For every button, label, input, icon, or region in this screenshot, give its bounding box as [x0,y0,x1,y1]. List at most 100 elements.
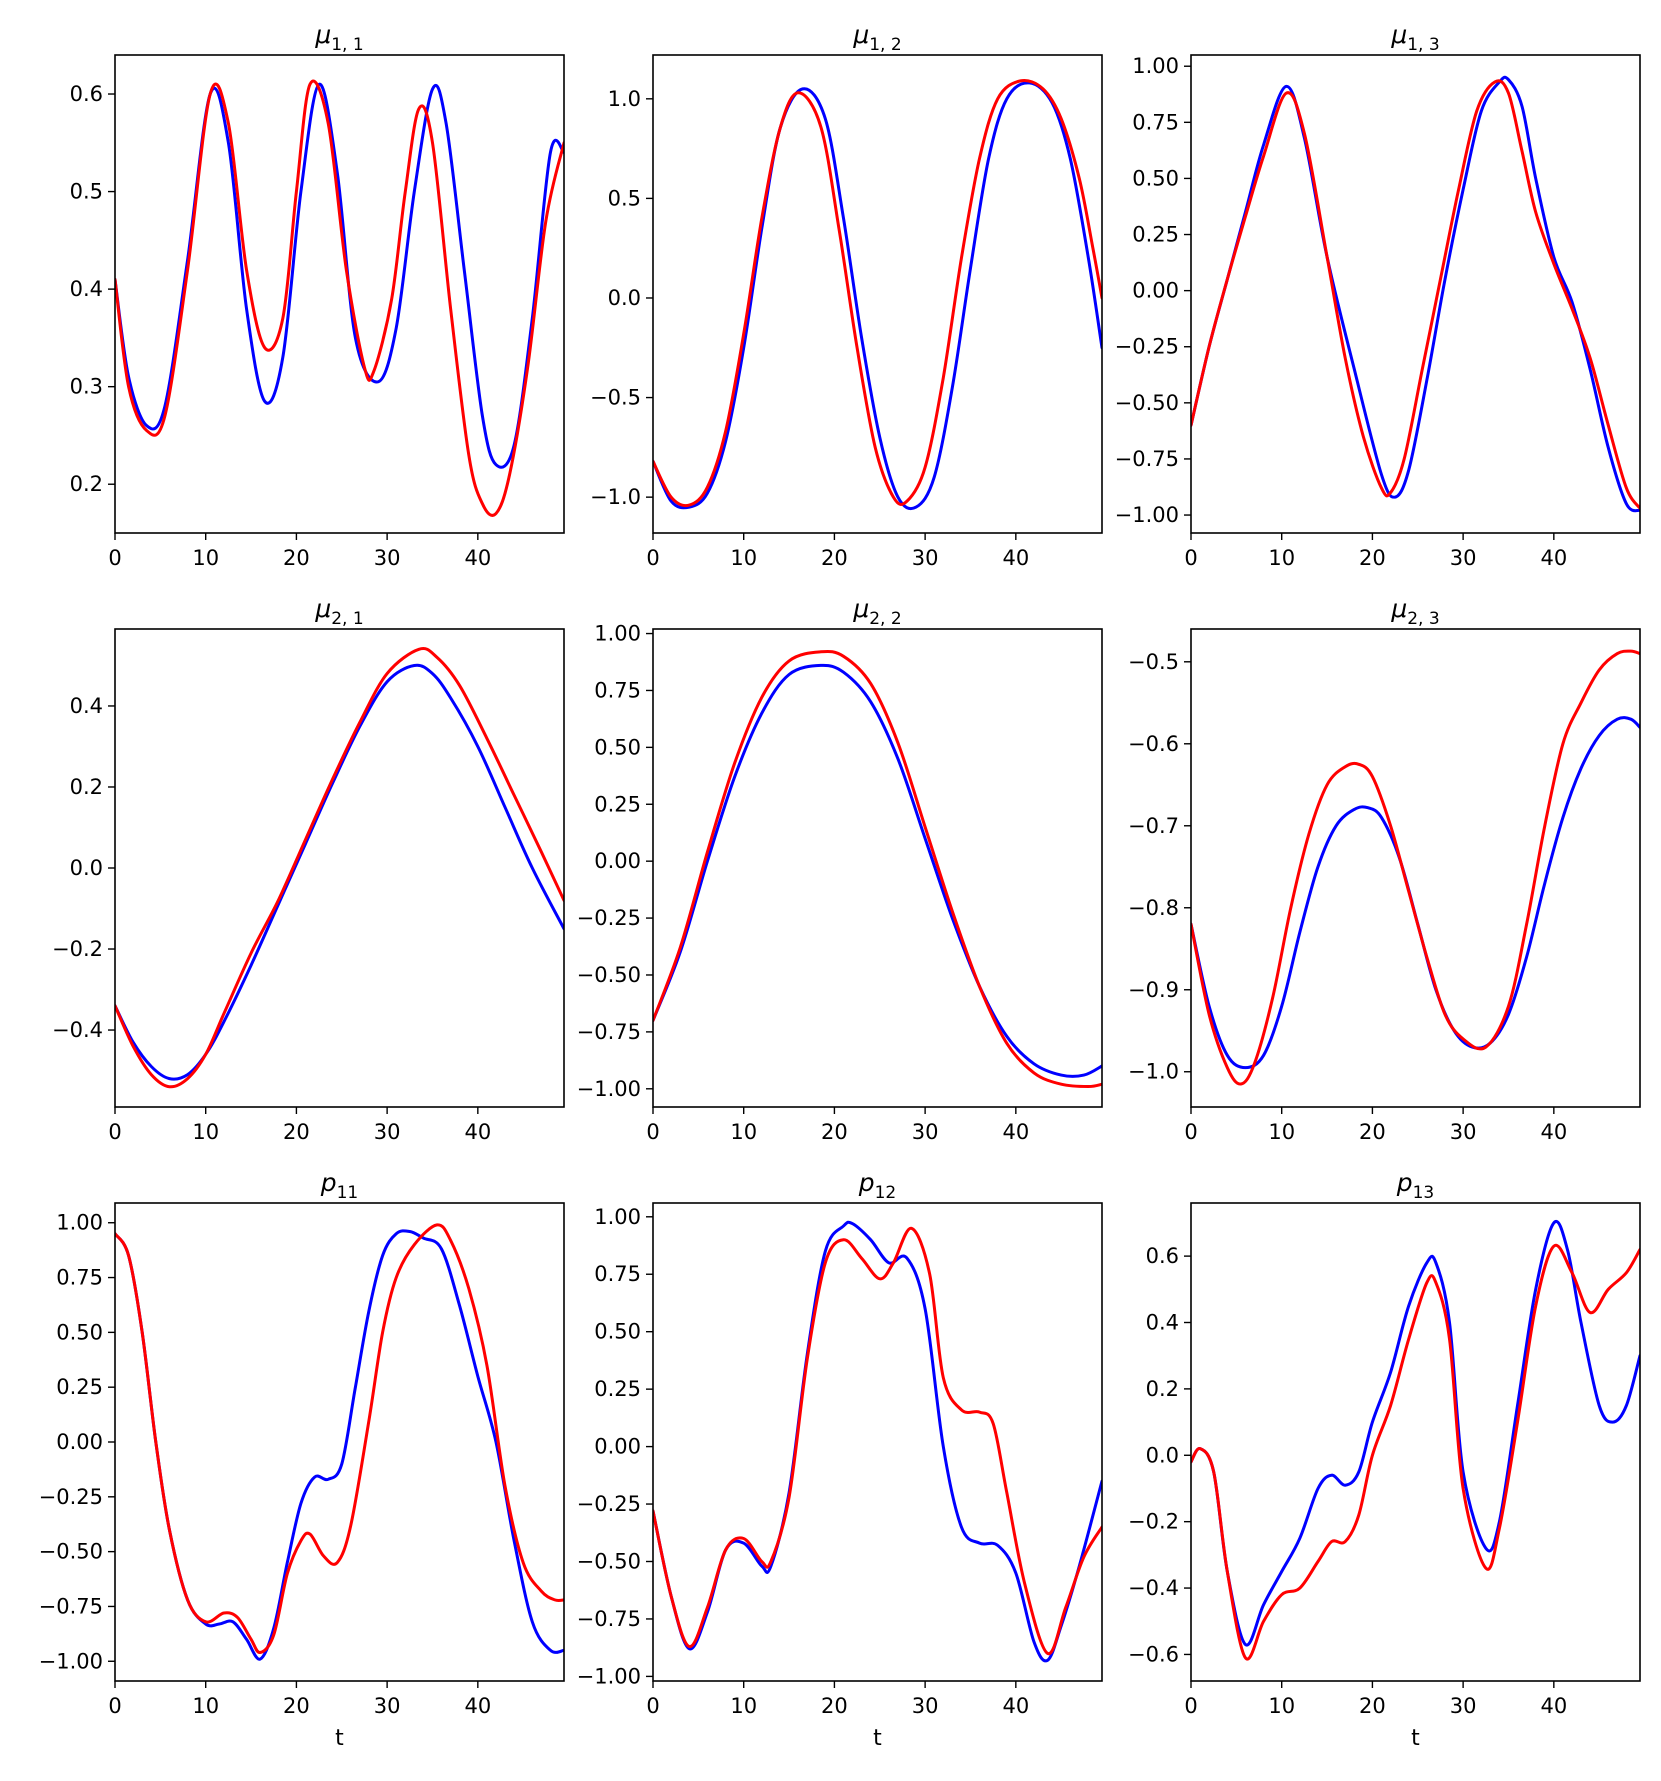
x-tick-label: 0 [1184,546,1197,570]
series-line-red [653,649,1102,1088]
y-tick-label: 0.4 [70,694,103,718]
y-tick-label: 1.00 [1132,54,1179,78]
subplot-6: 0 10 20 30 40 −1.0 −0.9 −0.8 −0.7 −0.6 −0.5 μ2, 3 [1128,594,1641,1144]
x-tick-label: 0 [646,546,659,570]
subplot-9: 0 10 20 30 40 −0.6 −0.4 −0.2 0.0 0.2 0.4 0.6 p13 t [1128,1168,1641,1751]
y-tick-label: −0.8 [1128,896,1179,920]
y-tick-label: −1.00 [1115,503,1179,527]
series-line-blue [1191,716,1640,1070]
series-line-red [1191,1243,1640,1661]
series-line-red [1191,79,1640,510]
y-tick-label: 0.75 [1132,110,1179,134]
subplot-2: 0 10 20 30 40 −1.0 −0.5 0.0 0.5 1.0 μ1, 2 [590,20,1103,570]
x-tick-label: 40 [1540,1120,1567,1144]
y-tick-label: 0.75 [594,1262,641,1286]
y-tick-label: 1.00 [594,622,641,646]
title-symbol: μ [1390,20,1407,49]
y-tick-label: 0.50 [594,1320,641,1344]
y-tick-label: 0.0 [70,856,103,880]
y-tick-label: −0.50 [39,1540,103,1564]
y-tick-label: 0.25 [594,792,641,816]
series-line-blue [1191,1219,1640,1647]
x-axis-label: t [1411,1726,1420,1751]
y-tick-label: −1.00 [577,1077,641,1101]
subplot-title: μ2, 1 [314,594,363,629]
y-tick-label: 0.00 [594,849,641,873]
y-tick-label: −0.6 [1128,1642,1179,1666]
y-tick-label: 1.00 [594,1205,641,1229]
y-tick-label: 0.5 [608,186,641,210]
x-tick-label: 40 [464,1120,491,1144]
title-symbol: μ [852,20,869,49]
y-tick-label: −0.25 [577,1492,641,1516]
y-tick-label: 0.25 [1132,223,1179,247]
title-subscript: 2, 2 [869,609,901,629]
subplot-title: p13 [1396,1168,1435,1203]
title-subscript: 2, 1 [331,609,363,629]
subplot-4: 0 10 20 30 40 −0.4 −0.2 0.0 0.2 0.4 μ2, 1 [52,594,565,1144]
y-tick-label: −0.9 [1128,978,1179,1002]
y-tick-label: −0.75 [577,1020,641,1044]
y-tick-label: 0.6 [1146,1244,1179,1268]
x-tick-label: 30 [374,1694,401,1718]
y-tick-label: 0.75 [56,1266,103,1290]
axes-frame [114,54,565,534]
x-tick-label: 0 [646,1694,659,1718]
x-tick-label: 10 [192,1694,219,1718]
y-tick-label: 0.00 [56,1430,103,1454]
y-tick-label: 0.75 [594,678,641,702]
x-tick-label: 20 [283,546,310,570]
x-tick-label: 10 [192,546,219,570]
x-tick-label: 40 [1002,546,1029,570]
title-subscript: 1, 2 [869,35,901,55]
title-subscript: 1, 1 [331,35,363,55]
subplot-title: μ1, 2 [852,20,901,55]
subplot-5: 0 10 20 30 40 −1.00 −0.75 −0.50 −0.25 0.00 0.25 0.5… [577,594,1103,1144]
x-tick-label: 20 [821,546,848,570]
series-line-blue [115,1229,564,1661]
x-tick-label: 20 [821,1120,848,1144]
y-tick-label: −0.4 [1128,1576,1179,1600]
x-tick-label: 30 [374,1120,401,1144]
series-line-blue [653,81,1102,511]
y-tick-label: 0.2 [1146,1377,1179,1401]
x-tick-label: 40 [1540,1694,1567,1718]
title-subscript: 11 [337,1183,359,1203]
series-line-red [653,1226,1102,1655]
x-tick-label: 30 [374,546,401,570]
series-line-red [653,78,1102,508]
subplot-title: p12 [858,1168,897,1203]
x-tick-label: 0 [1184,1120,1197,1144]
x-tick-label: 10 [730,546,757,570]
y-tick-label: −0.25 [39,1485,103,1509]
title-symbol: μ [852,594,869,623]
y-tick-label: −0.5 [590,386,641,410]
y-tick-label: 0.50 [1132,166,1179,190]
x-axis-label: t [335,1726,344,1751]
title-symbol: μ [314,20,331,49]
y-tick-label: −0.50 [577,963,641,987]
title-subscript: 13 [1413,1183,1435,1203]
axes-frame [652,54,1103,534]
y-tick-label: −0.50 [1115,391,1179,415]
y-tick-label: −0.50 [577,1550,641,1574]
x-tick-label: 40 [464,546,491,570]
y-tick-label: −0.75 [1115,447,1179,471]
y-tick-label: −0.7 [1128,814,1179,838]
x-tick-label: 10 [192,1120,219,1144]
y-tick-label: −0.75 [39,1594,103,1618]
y-tick-label: 0.3 [70,375,103,399]
series-line-blue [115,82,564,469]
x-tick-label: 10 [730,1120,757,1144]
x-tick-label: 30 [1450,546,1477,570]
title-symbol: p [858,1168,875,1197]
y-tick-label: −0.25 [1115,335,1179,359]
title-symbol: μ [1390,594,1407,623]
subplot-title: μ2, 2 [852,594,901,629]
x-tick-label: 40 [1002,1120,1029,1144]
y-tick-label: 1.00 [56,1211,103,1235]
y-tick-label: −0.6 [1128,732,1179,756]
series-line-red [1191,649,1640,1086]
x-tick-label: 10 [1268,546,1295,570]
x-tick-label: 10 [1268,1120,1295,1144]
